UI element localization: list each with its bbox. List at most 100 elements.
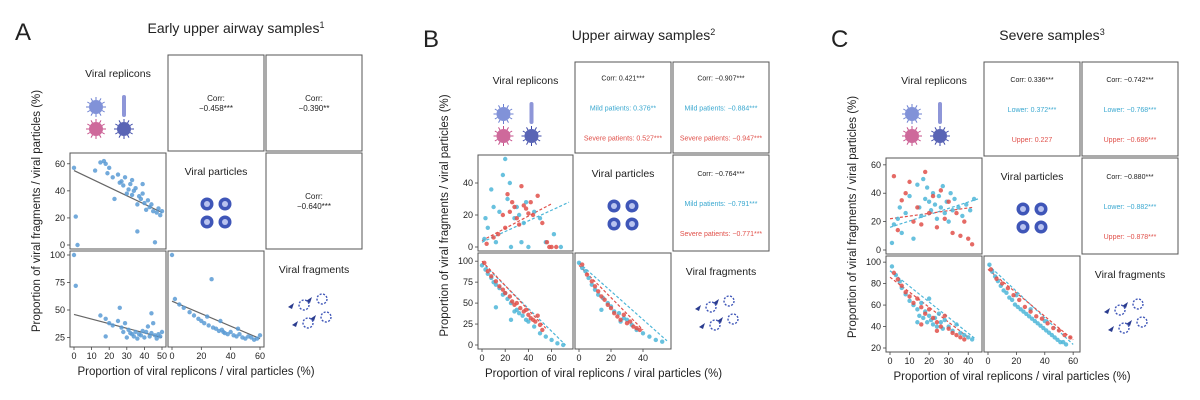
data-point <box>616 310 622 316</box>
data-point <box>923 196 928 202</box>
data-point <box>151 208 156 214</box>
data-point <box>950 330 955 336</box>
data-point <box>526 244 531 250</box>
data-point <box>537 322 543 328</box>
plot-frame <box>885 255 983 353</box>
x-tick-label: 10 <box>87 351 97 361</box>
data-point <box>154 210 159 215</box>
data-point <box>919 322 924 327</box>
data-point <box>159 208 165 214</box>
data-point <box>507 294 513 299</box>
data-point <box>915 307 920 312</box>
diag-label: Viral particles <box>185 166 248 178</box>
data-point <box>530 212 536 218</box>
data-point <box>528 200 533 205</box>
data-point <box>491 235 496 240</box>
scatter-cell-replicons-vs-fragments: 0 20 40 60 <box>871 157 983 255</box>
regression-line <box>987 268 1074 341</box>
data-point <box>206 323 211 328</box>
scatter-cell-replicons-vs-particles: 0 20 40 60 0 25 50 75 100 <box>458 252 574 363</box>
data-point <box>500 287 506 292</box>
data-point <box>187 310 192 315</box>
data-point <box>934 216 940 221</box>
data-point <box>254 336 260 341</box>
y-tick-label: 60 <box>55 159 65 169</box>
data-point <box>1034 314 1039 319</box>
corr-box <box>265 54 363 152</box>
data-point <box>519 240 524 245</box>
y-tick-label: 40 <box>871 188 881 198</box>
data-point <box>140 328 145 334</box>
data-point <box>482 260 487 266</box>
data-point <box>105 171 110 176</box>
data-point <box>133 185 138 191</box>
x-tick-label: 20 <box>500 353 510 363</box>
data-point <box>526 211 531 216</box>
data-point <box>966 236 971 241</box>
data-point <box>484 241 489 246</box>
data-point <box>514 300 519 306</box>
data-point <box>549 337 554 343</box>
x-axis-label: Proportion of viral replicons / viral pa… <box>485 368 722 380</box>
data-point <box>599 294 604 299</box>
data-point <box>532 324 537 329</box>
data-point <box>505 192 510 197</box>
corr-label: Upper: 0.227 <box>1012 137 1053 144</box>
data-point <box>921 176 926 182</box>
data-point <box>558 244 564 250</box>
corr-label: Lower: −0.882*** <box>1104 204 1157 211</box>
scatter-cell-replicons-vs-fragments: 0 20 40 <box>463 154 574 252</box>
data-point <box>932 202 938 207</box>
y-tick-label: 50 <box>463 298 473 308</box>
data-point <box>891 270 897 276</box>
data-point <box>503 225 508 230</box>
corr-box <box>265 152 363 250</box>
regression-line <box>73 169 163 214</box>
data-point <box>923 311 928 316</box>
data-point <box>580 265 585 271</box>
corr-box <box>574 61 672 154</box>
data-point <box>496 232 501 237</box>
data-point <box>895 227 901 233</box>
data-point <box>930 315 936 321</box>
y-tick-label: 0 <box>468 340 473 350</box>
data-point <box>554 244 559 250</box>
data-point <box>950 230 955 236</box>
data-point <box>115 318 121 324</box>
data-point <box>154 336 159 341</box>
data-point <box>149 330 154 336</box>
diag-label: Viral replicons <box>493 75 559 87</box>
data-point <box>537 216 543 221</box>
data-point <box>1045 321 1050 326</box>
data-point <box>523 307 529 312</box>
data-point <box>119 179 124 184</box>
data-point <box>133 329 138 335</box>
data-point <box>891 222 897 227</box>
data-point <box>958 335 963 340</box>
data-point <box>987 262 992 267</box>
data-point <box>596 289 601 294</box>
data-point <box>181 305 186 310</box>
data-point <box>138 333 144 338</box>
data-point <box>1068 335 1073 340</box>
corr-label: Corr: −0.742*** <box>1106 77 1154 84</box>
data-point <box>950 208 955 213</box>
y-tick-label: 25 <box>463 319 473 329</box>
data-point <box>952 196 957 202</box>
data-point <box>516 212 522 218</box>
data-point <box>621 312 626 318</box>
data-point <box>936 311 942 316</box>
data-point <box>602 297 607 302</box>
data-point <box>1039 316 1045 321</box>
data-point <box>537 331 543 336</box>
data-point <box>73 283 78 288</box>
data-point <box>512 204 517 210</box>
panel-title: Severe samples3 <box>999 27 1104 43</box>
x-tick-label: 40 <box>523 353 533 363</box>
panel-title: Early upper airway samples1 <box>148 20 325 36</box>
data-point <box>507 209 513 214</box>
data-point <box>509 200 515 205</box>
plot-frame <box>885 157 983 255</box>
plot-frame <box>69 152 167 250</box>
